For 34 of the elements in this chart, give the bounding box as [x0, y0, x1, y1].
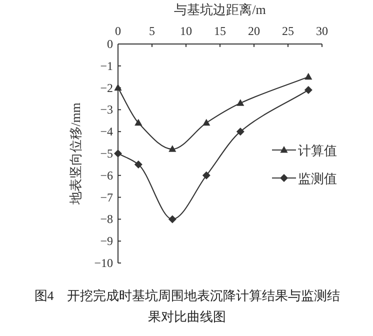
point [134, 160, 142, 168]
x-tick-label: 10 [180, 24, 192, 38]
y-tick-label: −9 [100, 234, 113, 248]
x-tick-label: 20 [248, 24, 260, 38]
point [134, 118, 142, 126]
point [236, 128, 244, 136]
legend-label: 监测值 [298, 171, 337, 186]
y-tick-label: −7 [100, 190, 113, 204]
point [236, 99, 244, 106]
point [114, 150, 122, 158]
y-tick-label: −4 [100, 124, 113, 139]
point [168, 145, 176, 152]
legend-label: 计算值 [298, 143, 337, 158]
point [202, 171, 210, 180]
y-tick-label: −1 [100, 58, 113, 73]
point [304, 86, 312, 94]
x-tick-label: 30 [316, 24, 328, 38]
y-tick-label: −2 [100, 80, 113, 95]
x-tick-label: 25 [282, 24, 294, 38]
x-axis-title: 与基坑边距离/m [174, 2, 266, 17]
point [168, 215, 176, 224]
x-tick-label: 15 [214, 24, 226, 38]
y-tick-label: −5 [100, 146, 113, 160]
y-tick-label: −3 [100, 102, 113, 117]
point [202, 118, 210, 126]
x-tick-label: 5 [149, 24, 155, 38]
point [114, 84, 122, 91]
y-tick-label: −6 [100, 168, 113, 182]
y-axis-title: 地表竖向位移/mm [68, 102, 83, 206]
y-tick-label: −10 [94, 256, 113, 270]
point [304, 72, 312, 80]
y-tick-label: 0 [107, 37, 113, 51]
text: 图4 开挖完成时基坑周围地表沉降计算结果与监测结果对比曲线图 [33, 287, 341, 326]
y-tick-label: −8 [100, 212, 113, 226]
